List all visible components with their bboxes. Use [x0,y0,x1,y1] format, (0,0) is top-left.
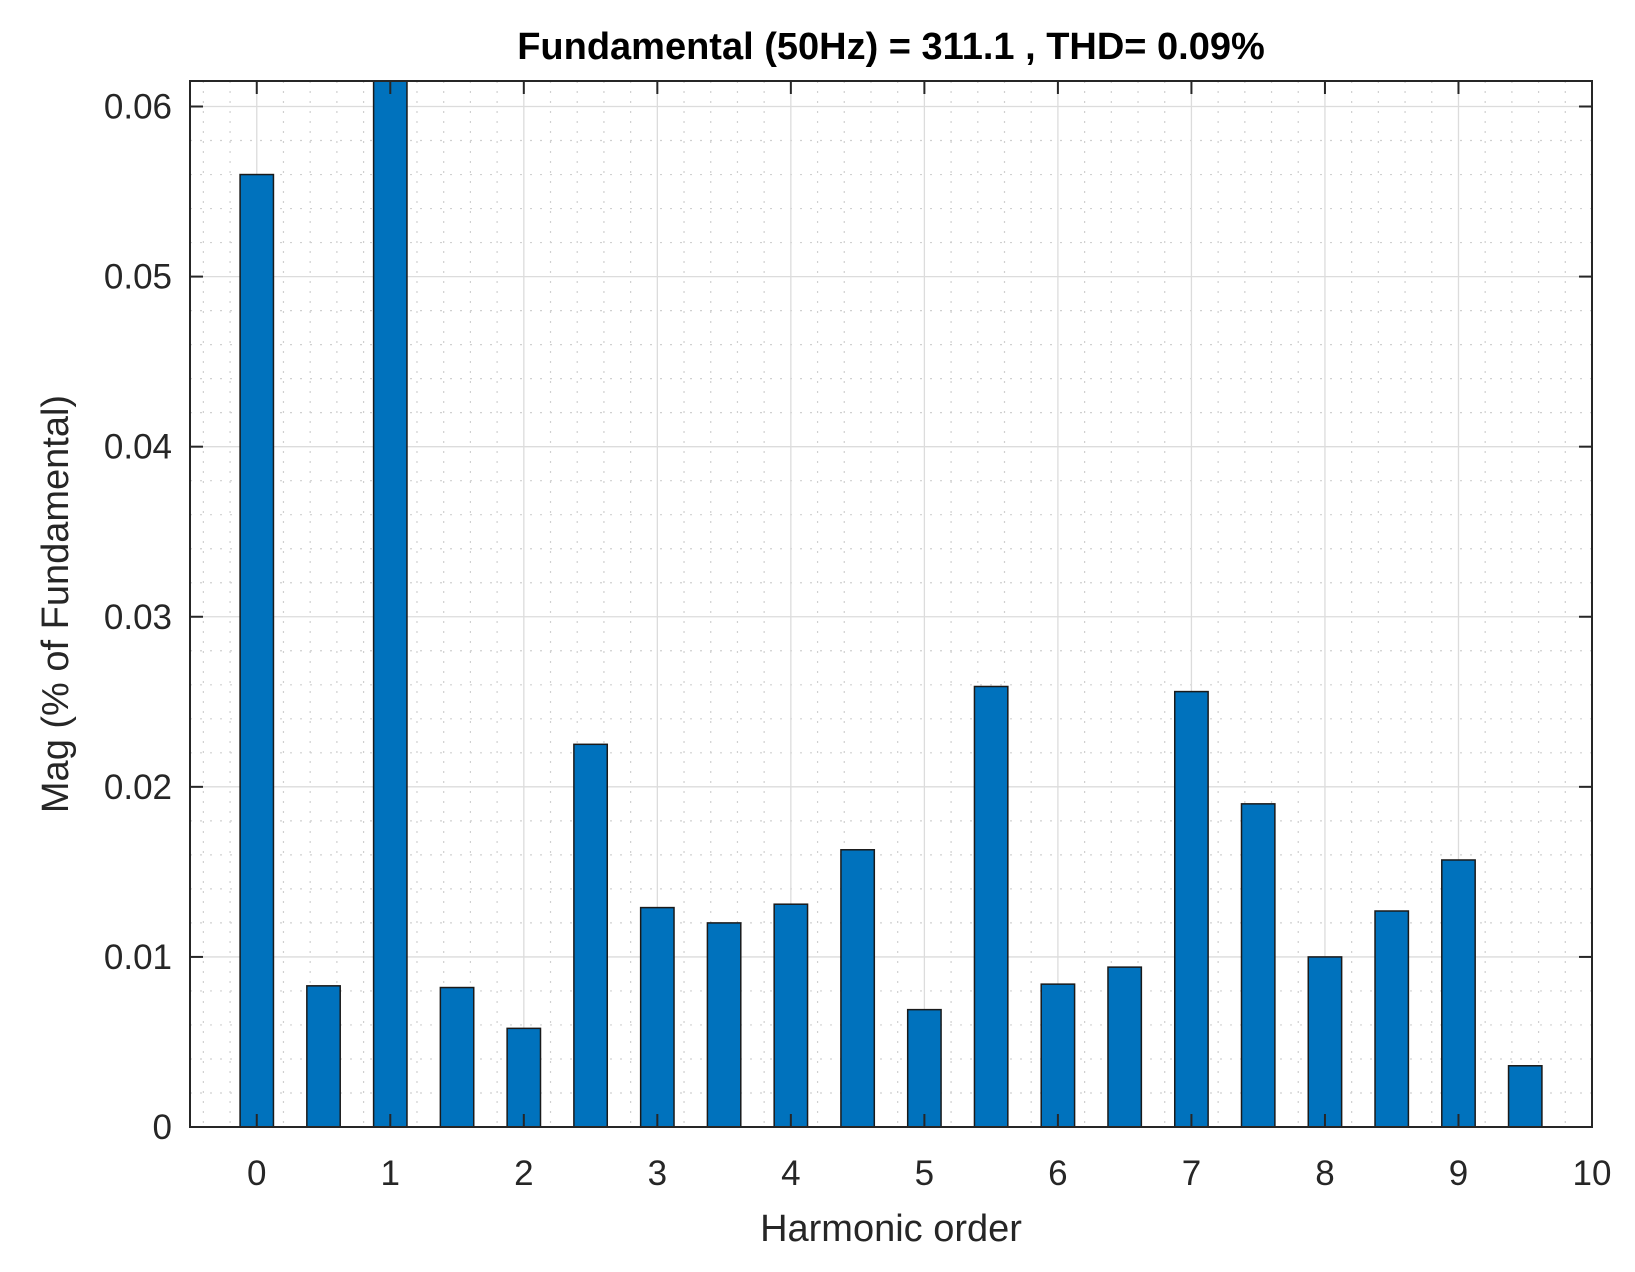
bar-harmonic-3_5 [706,922,742,1128]
bar-harmonic-6 [1040,983,1076,1128]
x-tick-label: 3 [648,1154,667,1193]
bar-harmonic-1 [372,80,408,1128]
y-tick-label: 0.04 [104,428,172,467]
axis-ticks [190,81,1593,1128]
x-tick-label: 1 [381,1154,400,1193]
x-tick-label: 7 [1182,1154,1201,1193]
x-tick-label: 0 [247,1154,266,1193]
x-tick-label: 2 [514,1154,533,1193]
bar-harmonic-5 [906,1008,942,1128]
bar-harmonic-0 [239,173,275,1128]
bar-harmonic-9_5 [1507,1065,1543,1128]
x-tick-label: 6 [1048,1154,1067,1193]
x-tick-label: 4 [781,1154,800,1193]
x-tick-label: 5 [915,1154,934,1193]
y-tick-label: 0.01 [104,938,172,977]
bar-harmonic-7_5 [1240,803,1276,1128]
y-tick-label: 0.06 [104,88,172,127]
bar-harmonic-4 [773,903,809,1128]
y-axis-label: Mag (% of Fundamental) [35,395,77,813]
bar-harmonic-0_5 [306,985,341,1128]
bar-harmonic-9 [1441,859,1476,1128]
x-axis-label: Harmonic order [760,1208,1022,1250]
bar-harmonic-7 [1173,690,1209,1128]
bar-harmonic-5_5 [973,685,1009,1128]
bar-harmonic-4_5 [840,849,876,1128]
bar-harmonic-2_5 [573,743,609,1128]
y-tick-label: 0 [153,1108,172,1147]
bar-harmonic-6_5 [1107,966,1143,1128]
x-tick-label: 8 [1315,1154,1334,1193]
y-tick-labels: 0 0.01 0.02 0.03 0.04 0.05 0.06 [104,88,172,1147]
bar-harmonic-2 [506,1027,542,1128]
x-tick-labels: 0 1 2 3 4 5 6 7 8 9 10 [247,1154,1611,1193]
bar-harmonic-8_5 [1374,910,1410,1128]
x-tick-label: 10 [1573,1154,1612,1193]
bar-harmonic-8 [1307,956,1343,1128]
y-tick-label: 0.03 [104,598,172,637]
bar-harmonic-3 [639,906,675,1128]
bar-harmonic-1_5 [439,986,475,1128]
bars [239,80,1543,1128]
x-tick-label: 9 [1449,1154,1468,1193]
y-tick-label: 0.02 [104,768,172,807]
chart-title: Fundamental (50Hz) = 311.1 , THD= 0.09% [517,26,1265,68]
y-tick-label: 0.05 [104,258,172,297]
plot-area-frame [189,80,1593,1128]
